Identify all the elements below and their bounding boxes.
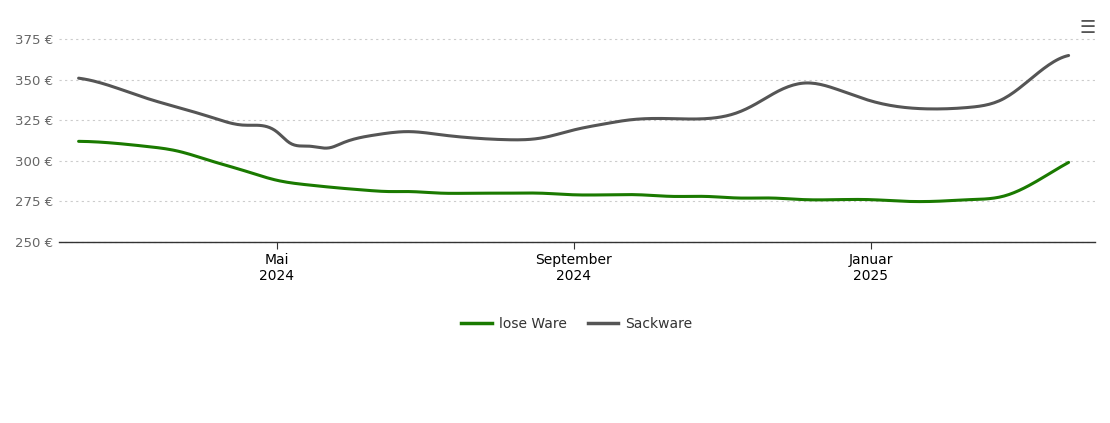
Text: ☰: ☰ [1079, 19, 1096, 37]
Legend: lose Ware, Sackware: lose Ware, Sackware [456, 311, 698, 337]
